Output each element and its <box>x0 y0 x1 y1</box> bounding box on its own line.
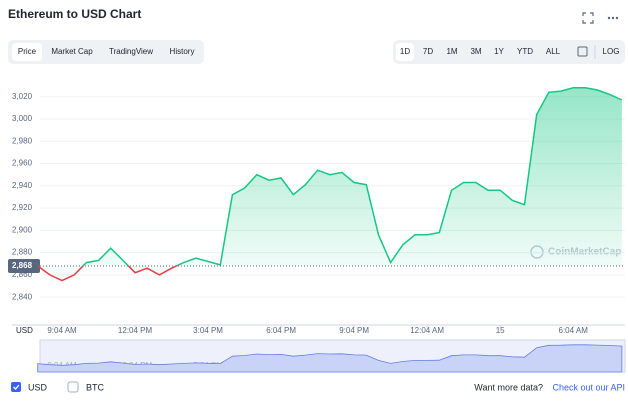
x-tick-label: 3:04 PM <box>193 326 223 335</box>
y-tick-label: 2,920 <box>12 203 33 212</box>
y-tick-label: 2,960 <box>12 159 33 168</box>
range-button[interactable]: 1D <box>400 47 410 56</box>
x-tick-label: 9:04 AM <box>47 326 77 335</box>
tab[interactable]: TradingView <box>109 47 153 56</box>
area <box>37 87 622 281</box>
chart-title: Ethereum to USD Chart <box>8 7 141 21</box>
log-button[interactable]: LOG <box>603 47 620 56</box>
range-active <box>396 43 414 61</box>
tab[interactable]: Price <box>18 47 37 56</box>
x-tick-label: 12:04 PM <box>118 326 153 335</box>
x-tick-label: 6:04 AM <box>559 326 589 335</box>
x-tick-label: 15 <box>496 326 505 335</box>
range-button[interactable]: ALL <box>546 47 561 56</box>
y-tick-label: 2,980 <box>12 136 33 145</box>
y-tick-label: 2,840 <box>12 292 33 301</box>
checkbox-checked[interactable] <box>11 382 21 392</box>
y-tick-label: 2,880 <box>12 248 33 257</box>
y-tick-label: 3,000 <box>12 114 33 123</box>
legend-usd: USD <box>28 382 48 392</box>
range-group <box>393 40 625 64</box>
range-button[interactable]: 1M <box>446 47 457 56</box>
y-tick-label: 2,940 <box>12 181 33 190</box>
check-icon <box>13 384 20 390</box>
reference-label-bg <box>8 258 40 273</box>
range-button[interactable]: 7D <box>423 47 433 56</box>
y-tick-label: 2,900 <box>12 225 33 234</box>
y-tick-label: 2,860 <box>12 270 33 279</box>
range-button[interactable]: 3M <box>470 47 481 56</box>
tab-active <box>12 43 42 61</box>
more-icon[interactable] <box>607 16 619 20</box>
x-tick-label: 9:04 PM <box>339 326 369 335</box>
x-tick-label: 12:04 AM <box>410 326 444 335</box>
price-line[interactable] <box>37 87 623 282</box>
y-tick-label: 3,020 <box>12 92 33 101</box>
tab[interactable]: Market Cap <box>51 47 93 56</box>
fullscreen-icon[interactable] <box>582 12 594 24</box>
navigator-area <box>37 344 623 373</box>
checkbox[interactable] <box>67 381 79 393</box>
legend-btc: BTC <box>86 382 105 392</box>
reference-label: 2,868 <box>12 261 33 270</box>
more-data: Want more data? <box>474 382 543 392</box>
x-tick-label: 6:04 PM <box>266 326 296 335</box>
x-axis-label: USD <box>16 326 33 335</box>
api-link[interactable]: Check out our API <box>552 382 625 392</box>
calendar-icon[interactable] <box>577 46 588 57</box>
tab[interactable]: History <box>170 47 195 56</box>
range-button[interactable]: YTD <box>517 47 533 56</box>
tab-group <box>8 40 204 64</box>
range-button[interactable]: 1Y <box>494 47 504 56</box>
